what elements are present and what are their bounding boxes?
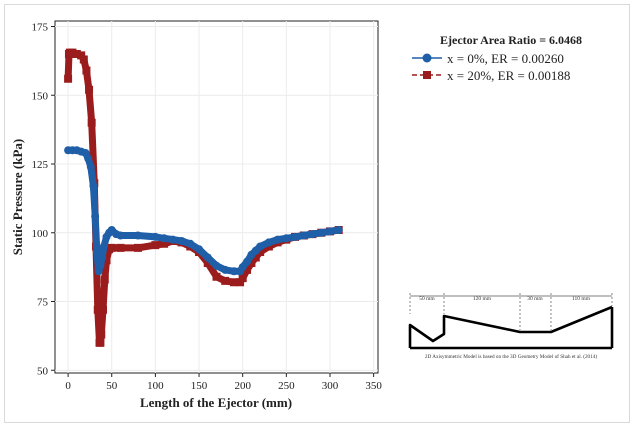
y-tick-label: 150 (32, 90, 49, 102)
y-tick-label: 75 (37, 297, 49, 309)
inset-segment-label-1: 50 mm (419, 296, 435, 302)
data-point (229, 267, 238, 276)
data-point (195, 245, 204, 254)
figure-frame (4, 4, 630, 423)
data-point (168, 235, 177, 244)
y-axis-label: Static Pressure (kPa) (10, 139, 25, 256)
legend-marker-series-1 (422, 53, 432, 63)
data-point (221, 265, 230, 274)
plot-area (54, 20, 379, 374)
data-point (238, 274, 247, 283)
data-point (93, 305, 102, 314)
data-point (79, 55, 88, 64)
x-tick-label: 0 (65, 380, 71, 392)
x-tick-label: 150 (191, 380, 208, 392)
data-point (116, 231, 125, 240)
inset-segment-label-4: 110 mm (572, 296, 591, 302)
axis-ticks: 0 50 100 150 200 250 300 350 50 75 100 125 150 175 (32, 22, 383, 393)
data-point (160, 239, 169, 248)
data-point (251, 253, 260, 262)
data-point (221, 276, 230, 285)
inset-segment-label-3: 30 mm (527, 296, 543, 302)
data-point (238, 263, 247, 272)
x-tick-label: 250 (278, 380, 295, 392)
data-point (203, 259, 212, 267)
legend-item-series-2: x = 20%, ER = 0.00188 (412, 68, 570, 83)
data-point (186, 239, 195, 248)
data-point (236, 278, 245, 287)
x-tick-label: 50 (106, 380, 118, 392)
ejector-geometry-inset: 50 mm 120 mm 30 mm 110 mm 2D Axisymmetri… (408, 293, 614, 360)
data-point (77, 51, 86, 60)
legend-label-series-1: x = 0%, ER = 0.00260 (447, 51, 564, 66)
series-layer (64, 48, 343, 347)
data-point (102, 256, 111, 265)
data-point (273, 235, 282, 244)
data-point (243, 265, 252, 274)
data-point (243, 257, 252, 266)
x-axis-label: Length of the Ejector (mm) (140, 395, 292, 410)
data-point (100, 275, 109, 284)
data-point (89, 182, 98, 190)
data-point (99, 305, 108, 314)
x-tick-label: 350 (365, 380, 382, 392)
data-point (68, 48, 77, 57)
data-point (96, 261, 105, 270)
data-point (334, 226, 343, 234)
data-point (91, 212, 100, 221)
inset-segment-label-2: 120 mm (473, 296, 492, 302)
data-point (86, 162, 95, 171)
data-point (212, 261, 221, 270)
data-point (264, 242, 273, 251)
legend-title: Ejector Area Ratio = 6.0468 (440, 33, 582, 47)
data-point (317, 228, 326, 237)
legend-label-series-2: x = 20%, ER = 0.00188 (447, 68, 570, 83)
data-point (291, 232, 300, 241)
data-point (97, 330, 106, 339)
data-point (177, 237, 186, 245)
x-tick-label: 200 (234, 380, 251, 392)
data-point (98, 253, 107, 262)
data-point (264, 238, 273, 247)
data-point (99, 242, 108, 251)
data-point (133, 243, 142, 252)
data-point (85, 85, 94, 94)
data-point (72, 50, 81, 58)
data-point (299, 231, 308, 240)
data-point (84, 154, 93, 163)
data-point (212, 272, 221, 281)
data-point (203, 253, 212, 262)
data-point (64, 74, 73, 83)
data-point (256, 248, 265, 256)
data-point (282, 234, 291, 243)
data-point (247, 259, 256, 267)
legend-item-series-1: x = 0%, ER = 0.00260 (412, 51, 564, 66)
data-point (160, 234, 169, 243)
inset-caption: 2D Axisymmetric Model is based on the 3D… (425, 353, 597, 360)
data-point (87, 118, 96, 127)
data-point (151, 232, 160, 241)
y-tick-label: 125 (32, 159, 49, 171)
x-tick-label: 100 (147, 380, 164, 392)
y-tick-label: 100 (32, 228, 49, 240)
data-point (92, 248, 101, 256)
data-point (116, 243, 125, 252)
data-point (96, 338, 105, 347)
dimension-lines (409, 293, 613, 330)
data-point (133, 231, 142, 240)
data-point (325, 227, 334, 236)
data-point (308, 230, 317, 239)
data-point (256, 242, 265, 251)
y-tick-label: 175 (32, 22, 49, 34)
data-point (229, 278, 238, 287)
y-tick-label: 50 (37, 365, 49, 377)
data-point (107, 243, 116, 252)
ejector-wall-outline (408, 305, 613, 348)
data-point (82, 66, 91, 75)
series-1 (64, 146, 343, 276)
data-point (151, 241, 160, 250)
x-tick-label: 300 (322, 380, 339, 392)
legend-marker-series-2 (423, 71, 431, 79)
